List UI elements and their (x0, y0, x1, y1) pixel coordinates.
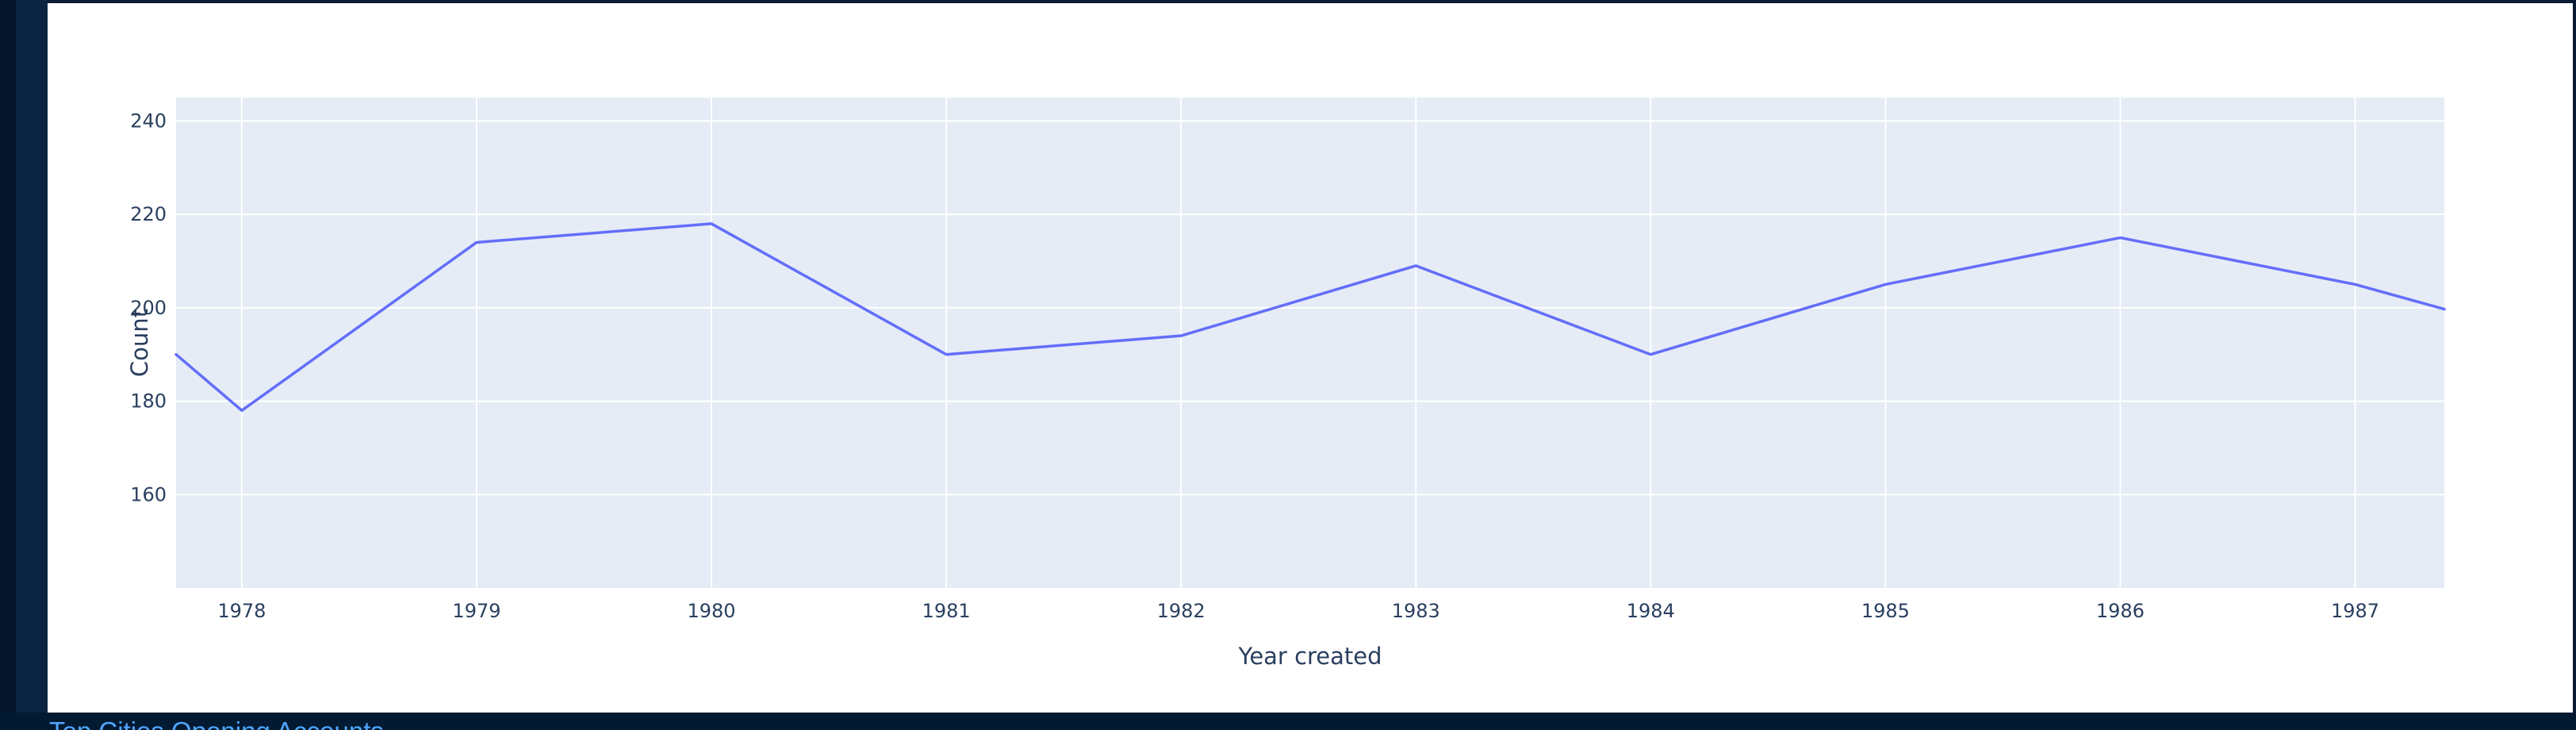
y-tick-label: 240 (130, 110, 167, 132)
x-tick-label: 1978 (217, 600, 266, 622)
x-tick-label: 1987 (2331, 600, 2379, 622)
y-tick-label: 200 (130, 297, 167, 319)
y-tick-label: 160 (130, 483, 167, 505)
count-line-series (174, 222, 2446, 413)
x-tick-label: 1986 (2096, 600, 2145, 622)
x-tick-label: 1984 (1627, 600, 1675, 622)
next-section-strip: Top Cities Opening Accounts (0, 713, 2576, 730)
left-sidebar-rail (0, 0, 48, 730)
x-tick-label: 1981 (922, 600, 971, 622)
x-tick-label: 1982 (1157, 600, 1206, 622)
plot-area (176, 98, 2444, 588)
line-chart-card: 160 180 200 220 240 1978 1979 1980 1981 1982 1983 1… (48, 0, 2576, 713)
x-tick-label: 1980 (687, 600, 735, 622)
x-tick-label: 1983 (1392, 600, 1440, 622)
x-tick-label: 1985 (1861, 600, 1910, 622)
y-tick-label: 220 (130, 203, 167, 225)
x-axis-ticks: 1978 1979 1980 1981 1982 1983 1984 1985 1986 1987 (217, 600, 2379, 622)
section-caption: Top Cities Opening Accounts (49, 716, 384, 730)
x-tick-label: 1979 (452, 600, 500, 622)
y-axis-title: Count (126, 309, 153, 377)
x-axis-title: Year created (1237, 643, 1382, 670)
y-tick-label: 180 (130, 390, 167, 413)
y-axis-ticks: 160 180 200 220 240 (130, 110, 167, 505)
gridlines (176, 98, 2444, 588)
